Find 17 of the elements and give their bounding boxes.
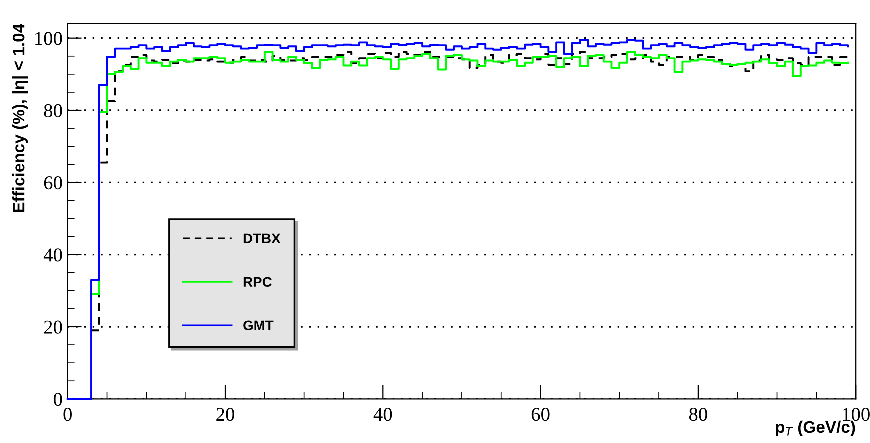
y-tick-label: 80 — [44, 104, 62, 118]
x-tick-label: 0 — [64, 408, 72, 422]
y-axis-title: Efficiency (%), |η| < 1.04 — [12, 24, 28, 212]
x-tick-label: 40 — [374, 408, 392, 422]
x-tick-label: 100 — [843, 408, 870, 422]
x-axis-title: p$_{T}$ (GeV/c) — [776, 420, 856, 436]
y-tick-label: 0 — [54, 392, 62, 406]
y-tick-label: 60 — [44, 176, 62, 190]
legend-label: RPC — [244, 277, 272, 288]
y-tick-label: 100 — [36, 32, 62, 46]
x-tick-label: 80 — [689, 408, 708, 422]
x-tick-label: 60 — [532, 408, 550, 422]
legend-label: GMT — [244, 320, 274, 331]
legend-label: DTBX — [244, 234, 281, 244]
y-tick-label: 20 — [44, 320, 62, 334]
x-tick-label: 20 — [216, 408, 234, 422]
y-tick-label: 40 — [44, 248, 62, 262]
